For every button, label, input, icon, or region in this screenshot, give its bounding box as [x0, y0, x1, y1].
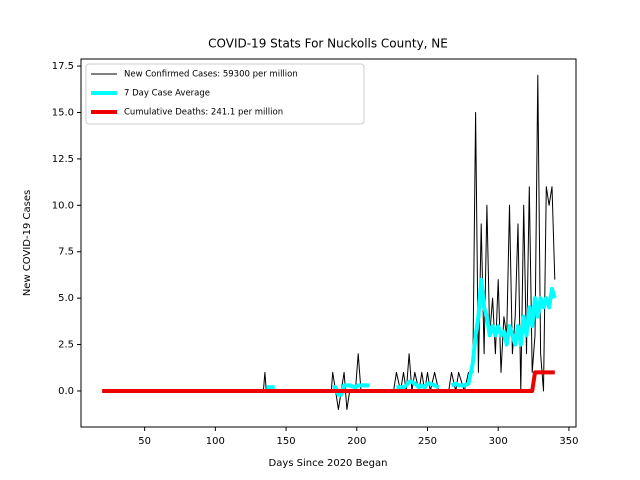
legend-label: Cumulative Deaths: 241.1 per million [124, 108, 283, 118]
x-tick-label: 100 [206, 436, 225, 447]
plot-frame [80, 58, 577, 428]
legend-box [85, 63, 365, 125]
y-tick-label: 7.5 [58, 247, 74, 258]
y-axis-label: New COVID-19 Cases [22, 190, 33, 296]
series-line [266, 277, 557, 397]
y-tick-label: 12.5 [52, 154, 74, 165]
legend: New Confirmed Cases: 59300 per million 7 … [85, 63, 365, 125]
y-tick-label: 17.5 [52, 61, 74, 72]
x-tick-label: 200 [347, 436, 366, 447]
chart-title: COVID-19 Stats For Nuckolls County, NE [208, 37, 448, 51]
x-tick-label: 350 [559, 436, 578, 447]
x-tick-label: 50 [138, 436, 151, 447]
x-axis-label: Days Since 2020 Began [269, 458, 388, 469]
y-tick-label: 15.0 [52, 107, 74, 118]
series-line [102, 74, 556, 410]
legend-label: 7 Day Case Average [124, 89, 210, 99]
x-tick-label: 150 [277, 436, 296, 447]
y-tick-label: 10.0 [52, 200, 74, 211]
x-tick-label: 250 [418, 436, 437, 447]
y-tick-label: 2.5 [58, 340, 74, 351]
y-tick-label: 5.0 [58, 293, 74, 304]
series-line [102, 370, 555, 393]
y-tick-label: 0.0 [58, 386, 74, 397]
legend-label: New Confirmed Cases: 59300 per million [124, 70, 298, 80]
x-tick-label: 300 [489, 436, 508, 447]
